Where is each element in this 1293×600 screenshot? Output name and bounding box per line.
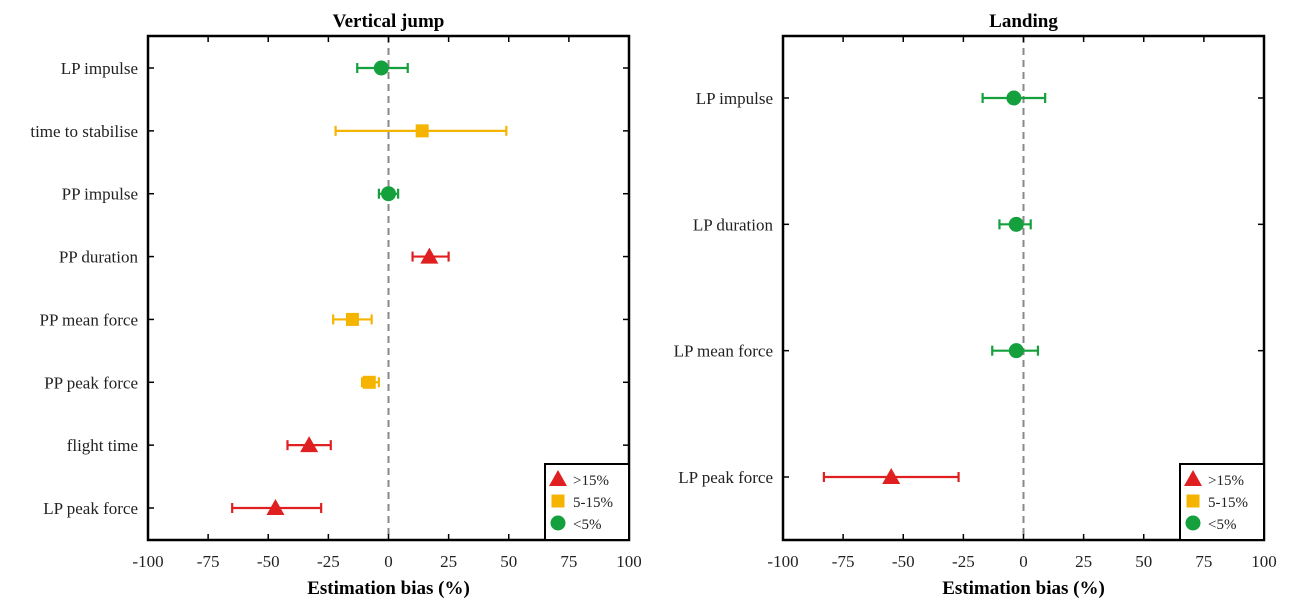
category-label: LP duration: [693, 215, 774, 234]
category-label: PP duration: [59, 248, 139, 267]
legend-label: >15%: [573, 473, 609, 489]
legend-label: <5%: [573, 517, 601, 533]
legend: >15% 5-15% <5%: [544, 463, 630, 541]
data-point: [882, 468, 901, 484]
legend-label: 5-15%: [1208, 495, 1248, 511]
x-tick-label: 25: [440, 552, 457, 571]
data-point: [373, 60, 389, 76]
x-tick-label: 100: [1251, 552, 1277, 571]
category-label: PP impulse: [62, 185, 138, 204]
category-label: LP peak force: [678, 468, 773, 487]
category-label: LP impulse: [696, 89, 773, 108]
x-tick-label: -100: [767, 552, 798, 571]
x-tick-label: 75: [560, 552, 577, 571]
chart-panel-2: Landing -100 -75 -50 -25 0 25 50 75 100 Estimation…: [674, 11, 1277, 599]
legend-marker: [550, 515, 566, 531]
x-tick-label: -25: [952, 552, 975, 571]
data-point: [1008, 216, 1024, 232]
legend-label: <5%: [1208, 517, 1236, 533]
category-label: flight time: [67, 436, 138, 455]
x-tick-label: 75: [1195, 552, 1212, 571]
legend-item: <5%: [1185, 515, 1236, 533]
data-point: [415, 124, 429, 138]
legend-marker: [1186, 494, 1200, 508]
chart-title: Vertical jump: [333, 11, 445, 32]
data-point: [300, 436, 319, 453]
legend-label: 5-15%: [573, 495, 613, 511]
category-label: LP peak force: [43, 499, 138, 518]
legend-marker: [1184, 470, 1202, 486]
x-tick-label: 25: [1075, 552, 1092, 571]
legend-item: >15%: [549, 470, 609, 489]
x-tick-label: 50: [500, 552, 517, 571]
x-tick-label: -50: [892, 552, 915, 571]
legend-marker: [551, 494, 565, 508]
data-point: [362, 375, 376, 389]
category-label: LP impulse: [61, 59, 138, 78]
legend-marker: [549, 470, 567, 486]
x-tick-label: 50: [1135, 552, 1152, 571]
legend: >15% 5-15% <5%: [1179, 463, 1265, 541]
data-point: [266, 499, 285, 515]
category-label: time to stabilise: [30, 122, 138, 141]
legend-item: 5-15%: [551, 494, 613, 511]
x-axis-label: Estimation bias (%): [307, 578, 470, 599]
x-tick-label: -100: [132, 552, 163, 571]
legend-label: >15%: [1208, 473, 1244, 489]
data-point: [381, 186, 396, 202]
chart-panel-1: Vertical jump -100 -75 -50 -25 0 25 50 75 100 Esti…: [30, 11, 641, 599]
category-label: PP mean force: [39, 310, 138, 329]
x-axis-label: Estimation bias (%): [942, 578, 1105, 599]
x-tick-label: 100: [616, 552, 642, 571]
data-point: [420, 247, 439, 264]
legend-item: >15%: [1184, 470, 1244, 489]
category-label: LP mean force: [674, 342, 773, 361]
legend-item: 5-15%: [1186, 494, 1248, 511]
data-point: [1008, 343, 1024, 359]
legend-marker: [1185, 515, 1201, 531]
x-tick-label: 0: [1019, 552, 1028, 571]
x-tick-label: -75: [832, 552, 855, 571]
chart-title: Landing: [989, 11, 1058, 32]
category-label: PP peak force: [44, 373, 138, 392]
legend-item: <5%: [550, 515, 601, 533]
x-tick-label: 0: [384, 552, 393, 571]
x-tick-label: -50: [257, 552, 280, 571]
data-point: [1006, 90, 1022, 106]
x-tick-label: -75: [197, 552, 220, 571]
x-tick-label: -25: [317, 552, 340, 571]
data-point: [345, 312, 359, 326]
